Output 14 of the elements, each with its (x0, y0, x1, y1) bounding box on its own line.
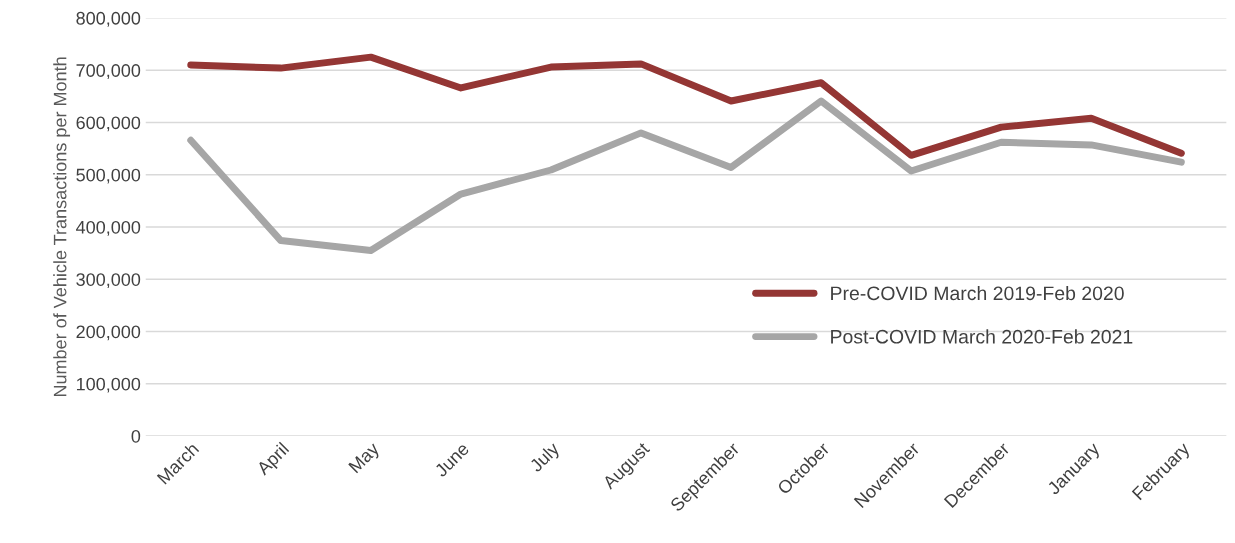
y-tick-label: 400,000 (76, 220, 141, 236)
legend-label: Post-COVID March 2020-Feb 2021 (831, 329, 1133, 344)
y-tick-label: 0 (131, 429, 141, 443)
y-tick-label: 200,000 (76, 325, 141, 341)
y-tick-label: 700,000 (76, 64, 141, 80)
y-tick-label: 600,000 (76, 116, 141, 132)
legend-label: Pre-COVID March 2019-Feb 2020 (831, 285, 1124, 301)
x-tick-label: May (348, 441, 383, 476)
x-tick-label: July (528, 440, 563, 476)
y-tick-label: 100,000 (76, 377, 141, 393)
y-tick-label: 500,000 (76, 168, 141, 184)
y-tick-label: 800,000 (76, 11, 141, 27)
y-axis-title: Number of Vehicle Transactions per Month (53, 57, 71, 397)
y-tick-label: 300,000 (76, 273, 141, 289)
